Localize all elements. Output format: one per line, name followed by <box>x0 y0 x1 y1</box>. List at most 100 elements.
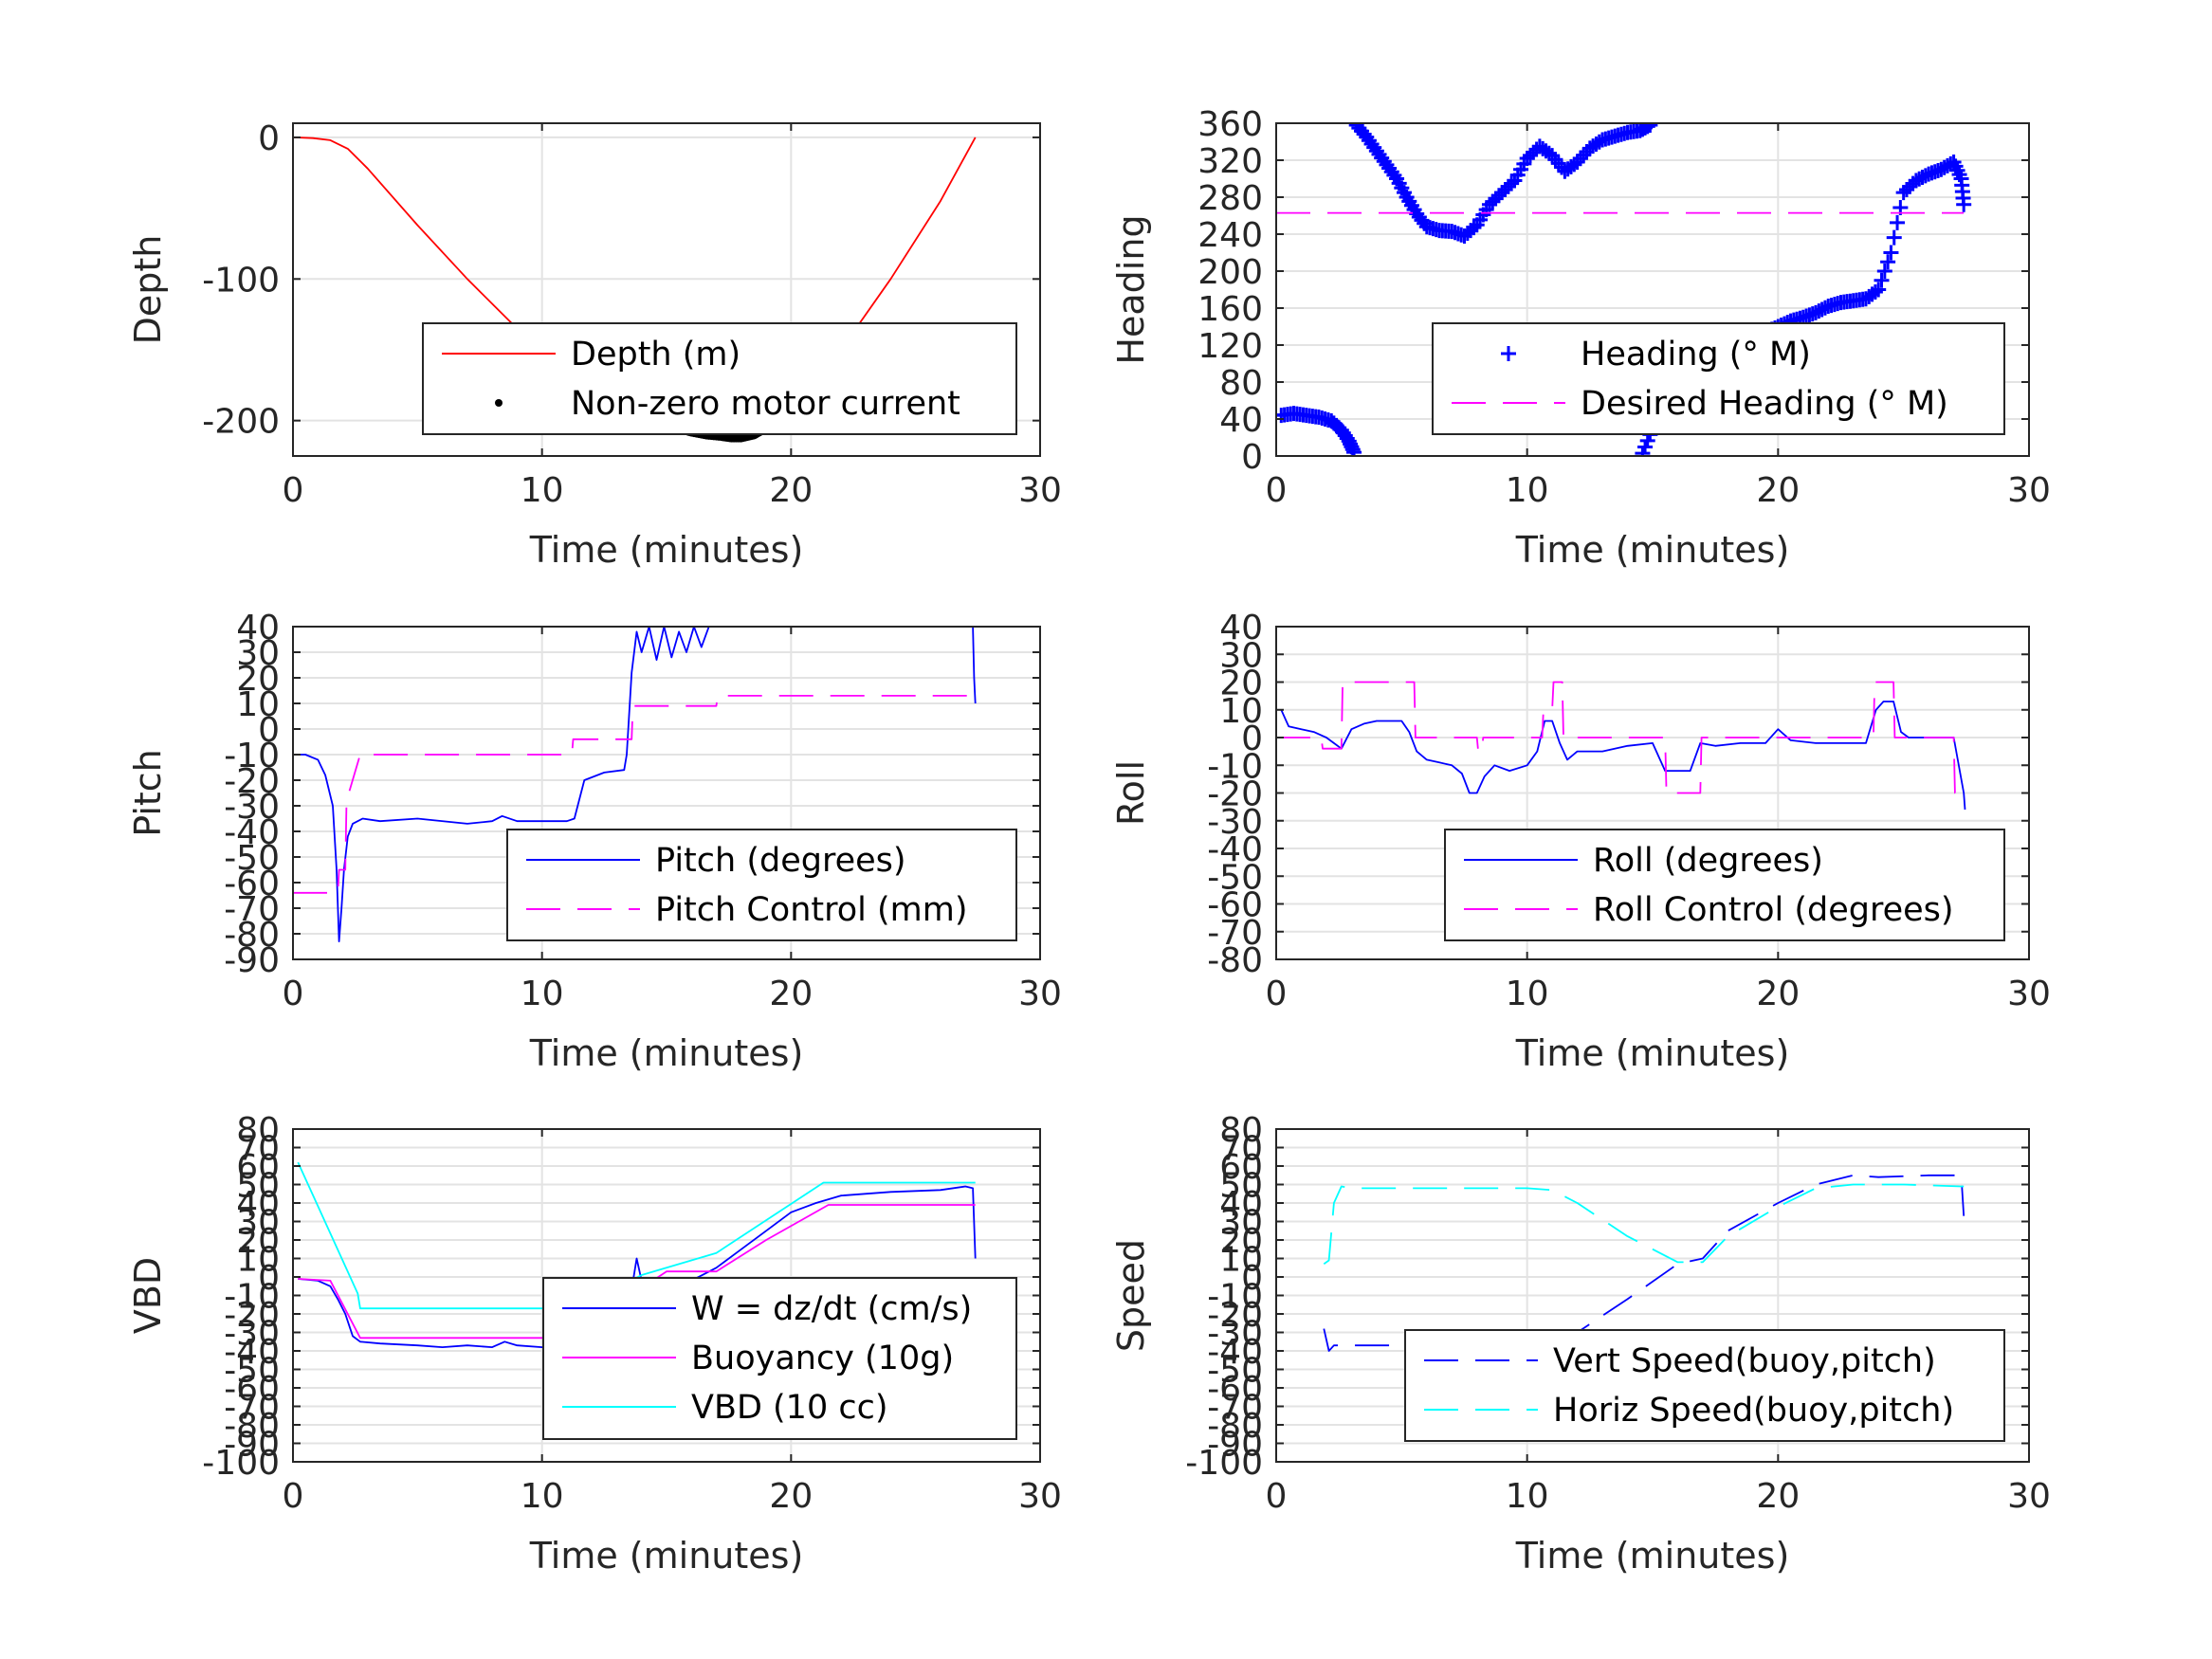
y-tick-label: -100 <box>202 261 280 300</box>
y-tick-label: 0 <box>1241 1259 1263 1298</box>
x-axis-label: Time (minutes) <box>529 1032 804 1074</box>
y-tick-label: -30 <box>1207 803 1263 842</box>
y-tick-label: -40 <box>224 1333 280 1372</box>
speed-chart: 0 10 20 3080706050403020100-10-20-30-40-50-… <box>1110 1111 2051 1577</box>
axes-frame <box>1275 122 2030 457</box>
y-tick-label: -70 <box>224 890 280 929</box>
y-axis-label: Speed <box>1110 1239 1152 1352</box>
legend-box <box>422 322 1017 435</box>
y-tick-label: -40 <box>1207 830 1263 869</box>
y-tick-label: -30 <box>224 1315 280 1354</box>
y-tick-label: -80 <box>224 916 280 955</box>
vbd-chart: 0 10 20 3080706050403020100-10-20-30-40-50-… <box>127 1111 1062 1577</box>
y-tick-label: 80 <box>1219 1111 1263 1150</box>
y-tick-label: -50 <box>224 1352 280 1391</box>
y-tick-label: -60 <box>224 1370 280 1409</box>
legend-box <box>506 829 1017 941</box>
legend-label: Pitch (degrees) <box>655 842 906 880</box>
legend-box <box>1432 322 2005 435</box>
x-tick-label: 30 <box>1018 471 1062 510</box>
y-tick-label: -60 <box>1207 1370 1263 1409</box>
y-tick-label: 160 <box>1197 290 1263 329</box>
y-tick-label: 50 <box>1219 1167 1263 1206</box>
y-tick-label: 30 <box>236 634 280 673</box>
x-tick-label: 10 <box>521 1477 564 1516</box>
series-heading-m-marker <box>1956 196 1972 212</box>
y-tick-label: -20 <box>224 1296 280 1335</box>
series-roll-degrees-line <box>1280 701 1966 811</box>
series-heading-m-marker <box>1890 214 1906 230</box>
series-heading-m-marker <box>1886 229 1902 246</box>
y-tick-label: -60 <box>1207 886 1263 925</box>
series-vert-speed-buoy-pitch-line <box>1323 1174 1965 1352</box>
x-tick-label: 0 <box>1266 1477 1288 1516</box>
data-layer <box>1276 123 1972 456</box>
y-tick-label: 10 <box>1219 692 1263 731</box>
y-tick-label: 240 <box>1197 216 1263 255</box>
y-tick-label: 20 <box>1219 665 1263 703</box>
y-tick-label: -20 <box>224 762 280 801</box>
x-tick-label: 20 <box>769 471 813 510</box>
y-tick-label: -10 <box>1207 1278 1263 1317</box>
y-tick-label: 280 <box>1197 179 1263 218</box>
y-tick-label: 40 <box>1219 609 1263 647</box>
y-tick-label: 200 <box>1197 253 1263 292</box>
legend-label: W = dz/dt (cm/s) <box>691 1290 972 1328</box>
series-pitch-degrees-line <box>972 627 977 704</box>
y-tick-label: 0 <box>258 711 280 750</box>
y-tick-label: -80 <box>1207 941 1263 980</box>
y-tick-label: -50 <box>1207 858 1263 897</box>
series-heading-m-marker <box>1874 272 1890 288</box>
y-tick-label: 120 <box>1197 327 1263 366</box>
y-tick-label: 30 <box>1219 1204 1263 1243</box>
x-axis-label: Time (minutes) <box>1515 1535 1790 1577</box>
y-tick-label: -50 <box>1207 1352 1263 1391</box>
y-axis-label: Depth <box>127 235 169 345</box>
y-tick-label: -80 <box>1207 1407 1263 1446</box>
y-tick-label: -10 <box>224 737 280 775</box>
roll-chart: 0 10 20 30403020100-10-20-30-40-50-60-70-80… <box>1110 609 2051 1074</box>
y-tick-label: 20 <box>236 1222 280 1261</box>
legend: Heading (° M) Desired Heading (° M) <box>1432 322 2005 435</box>
x-tick-label: 0 <box>283 1477 304 1516</box>
legend-box <box>1444 829 2005 941</box>
legend-label: Vert Speed(buoy,pitch) <box>1553 1342 1936 1380</box>
y-tick-label: 80 <box>1219 364 1263 403</box>
y-tick-label: -200 <box>202 403 280 442</box>
y-tick-label: -80 <box>224 1407 280 1446</box>
y-axis-label: Roll <box>1110 760 1152 826</box>
y-tick-label: 50 <box>236 1167 280 1206</box>
series-horiz-speed-buoy-pitch-line <box>1323 1183 1965 1266</box>
legend-label: Depth (m) <box>571 336 740 374</box>
series-heading-m-marker <box>1504 175 1520 191</box>
x-tick-label: 0 <box>1266 975 1288 1013</box>
y-tick-label: -40 <box>1207 1333 1263 1372</box>
legend-label: Roll Control (degrees) <box>1593 891 1954 929</box>
y-tick-label: -90 <box>224 941 280 980</box>
y-tick-label: 70 <box>1219 1130 1263 1169</box>
series-heading-m-marker <box>1642 123 1658 133</box>
legend-marker <box>1501 346 1516 361</box>
y-tick-label: -30 <box>1207 1315 1263 1354</box>
legend-box <box>1404 1329 2005 1442</box>
legend-label: Desired Heading (° M) <box>1581 385 1948 423</box>
y-tick-label: 70 <box>236 1130 280 1169</box>
x-tick-label: 10 <box>521 975 564 1013</box>
axes-frame <box>292 626 1041 960</box>
x-axis-label: Time (minutes) <box>529 529 804 571</box>
legend-label: Non-zero motor current <box>571 385 960 423</box>
x-tick-label: 0 <box>283 471 304 510</box>
x-tick-label: 10 <box>1506 975 1549 1013</box>
x-tick-label: 30 <box>2007 471 2051 510</box>
legend-label: Roll (degrees) <box>1593 842 1823 880</box>
x-axis-label: Time (minutes) <box>529 1535 804 1577</box>
x-tick-label: 20 <box>769 975 813 1013</box>
x-axis-label: Time (minutes) <box>1515 1032 1790 1074</box>
y-tick-label: 10 <box>236 1241 280 1280</box>
series-heading-m-marker <box>1346 445 1362 456</box>
y-tick-label: -60 <box>224 865 280 903</box>
series-pitch-degrees-line <box>293 627 717 942</box>
y-tick-label: 10 <box>236 685 280 724</box>
data-layer <box>1323 1174 1965 1352</box>
